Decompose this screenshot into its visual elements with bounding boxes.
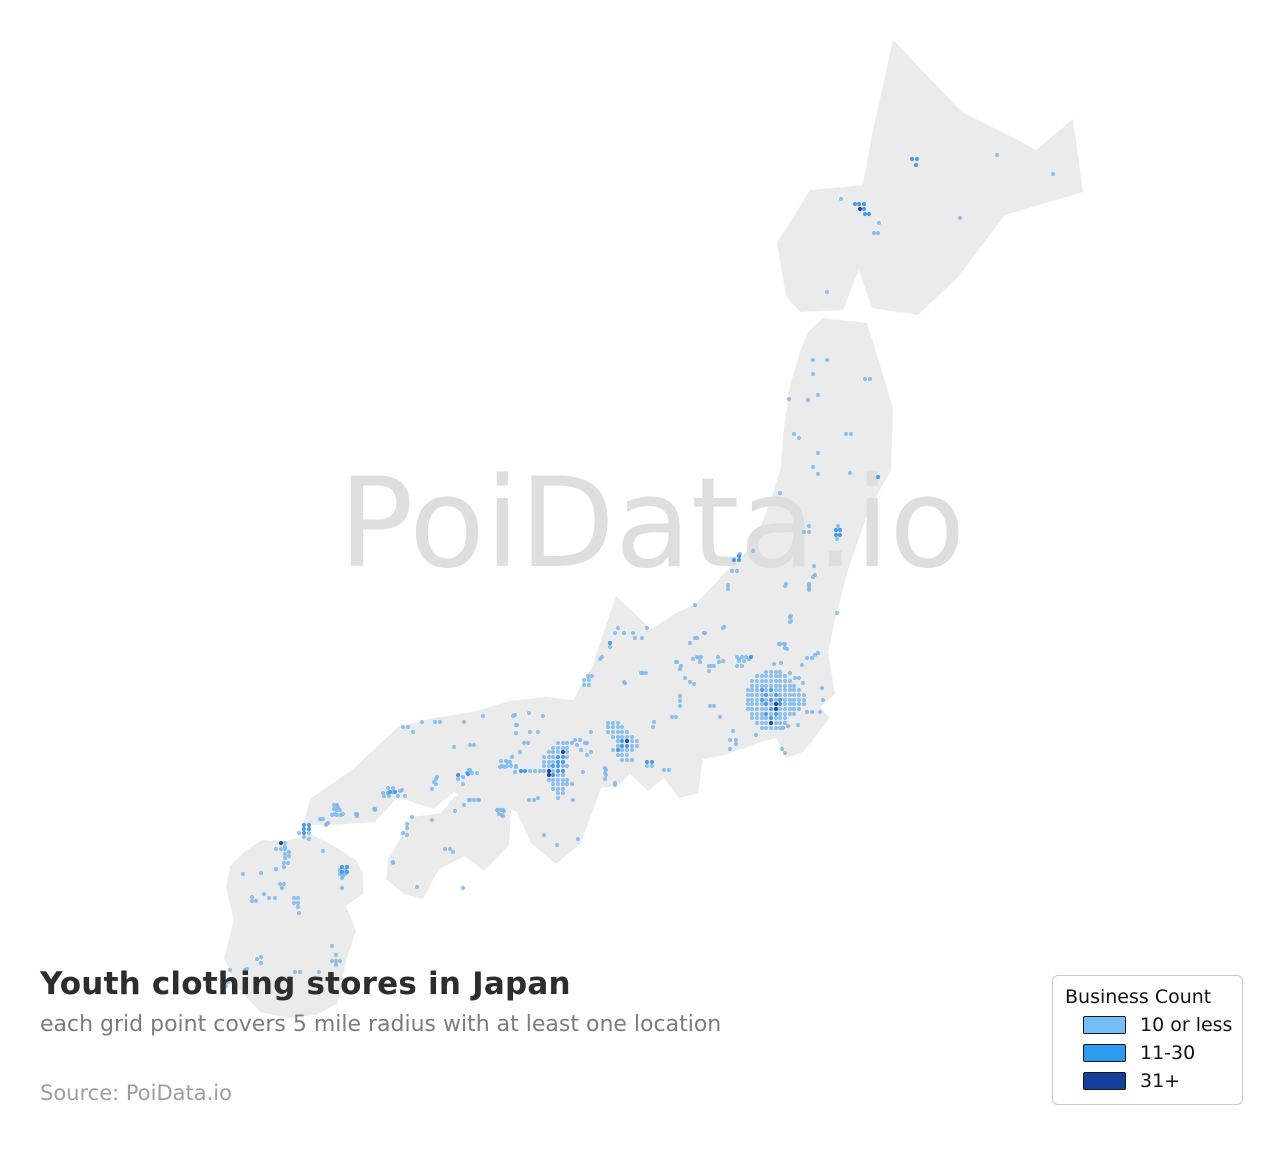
legend-swatch-icon [1083, 1044, 1126, 1062]
chart-subtitle: each grid point covers 5 mile radius wit… [40, 1012, 722, 1037]
land-polygon [856, 40, 1083, 315]
legend-title: Business Count [1065, 986, 1212, 1008]
legend-swatch-icon [1083, 1072, 1126, 1090]
dot-level-31- [278, 206, 863, 846]
legend-box: Business Count 10 or less 11-30 31+ [1052, 975, 1243, 1105]
legend-item-label: 31+ [1140, 1070, 1181, 1092]
watermark: PoiData.io [339, 452, 965, 596]
legend-item: 11-30 [1083, 1042, 1232, 1064]
legend-items: 10 or less 11-30 31+ [1065, 1014, 1232, 1092]
store-dots [223, 152, 1056, 989]
source-note: Source: PoiData.io [40, 1081, 232, 1105]
legend-item-label: 11-30 [1140, 1042, 1196, 1064]
page-title: Youth clothing stores in Japan [40, 966, 571, 1002]
land-polygon [777, 185, 866, 312]
land-polygon [224, 834, 363, 1018]
legend-item: 31+ [1083, 1070, 1232, 1092]
legend-swatch-icon [1083, 1016, 1126, 1034]
dot-level-11-30 [301, 156, 920, 875]
title-block: Youth clothing stores in Japan each grid… [40, 966, 760, 1037]
dot-level-10-or-less [223, 152, 1056, 989]
legend-item: 10 or less [1083, 1014, 1232, 1036]
land-polygon [303, 318, 893, 864]
land-polygons [224, 40, 1083, 1018]
legend-item-label: 10 or less [1140, 1014, 1233, 1036]
land-polygon [386, 789, 511, 899]
